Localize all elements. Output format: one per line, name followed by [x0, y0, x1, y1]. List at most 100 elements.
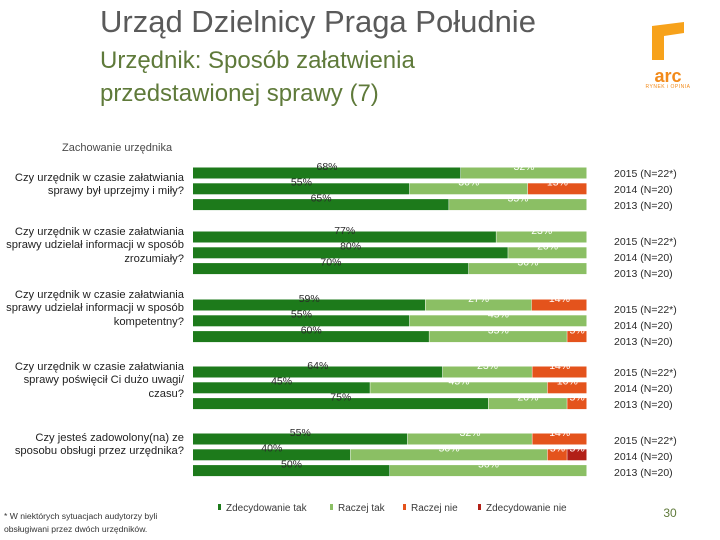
logo-wordmark: arc [654, 66, 681, 86]
data-label: 45% [271, 376, 292, 388]
segment-raczej-tak [488, 398, 567, 410]
segment-raczej-nie [567, 331, 587, 343]
page-subtitle: Urzędnik: Sposób załatwienia przedstawio… [100, 47, 415, 107]
segment-raczej-tak [407, 433, 532, 445]
data-label: 32% [513, 161, 534, 173]
data-label: 23% [477, 360, 498, 372]
segment-zdecydowanie-tak [193, 465, 390, 477]
data-label: 20% [537, 241, 558, 253]
segment-zdecydowanie-tak [193, 183, 410, 195]
year-labels-group: 2015 (N=22*) 2014 (N=20) 2013 (N=20) [614, 366, 714, 413]
arc-logo: arc [652, 22, 684, 86]
year-label: 2014 (N=20) [614, 319, 673, 332]
footnote: * W niektórych sytuacjach audytorzy byli… [4, 511, 158, 534]
segment-zdecydowanie-tak [193, 398, 488, 410]
legend-label: Raczej tak [338, 503, 385, 514]
legend-label: Zdecydowanie tak [226, 503, 307, 514]
segment-zdecydowanie-tak [193, 315, 410, 327]
segment-raczej-nie [567, 398, 587, 410]
segment-raczej-tak [460, 167, 587, 179]
year-label: 2015 (N=22*) [614, 367, 677, 379]
segment-raczej-tak [468, 263, 587, 275]
year-label: 2015 (N=22*) [614, 304, 677, 316]
data-label: 45% [448, 376, 469, 388]
segment-raczej-tak [425, 299, 532, 311]
legend-swatch-icon [330, 504, 333, 510]
segment-zdecydowanie-tak [193, 167, 461, 179]
question-label: Czy jesteś zadowolony(na) ze sposobu obs… [14, 432, 184, 458]
segment-zdecydowanie-tak [193, 231, 496, 243]
year-labels-group: 2015 (N=22*) 2014 (N=20) 2013 (N=20) [614, 167, 714, 214]
year-labels-group: 2015 (N=22*) 2014 (N=20) 2013 (N=20) [614, 434, 714, 481]
legend-swatch-icon [403, 504, 406, 510]
data-label: 50% [439, 443, 460, 455]
year-labels-group: 2015 (N=22*) 2014 (N=20) 2013 (N=20) [614, 235, 714, 282]
year-label: 2013 (N=20) [614, 335, 673, 348]
legend-label: Zdecydowanie nie [486, 503, 567, 514]
data-label: 5% [570, 391, 585, 403]
segment-zdecydowanie-tak [193, 263, 469, 275]
segment-raczej-tak [442, 366, 532, 378]
segment-raczej-nie [532, 366, 587, 378]
data-label: 14% [549, 360, 570, 372]
data-label: 55% [291, 309, 312, 321]
data-label: 68% [316, 161, 337, 173]
segment-zdecydowanie-tak [193, 433, 408, 445]
legend-item: Zdecydowanie tak [218, 503, 307, 514]
data-label: 80% [340, 241, 361, 253]
year-label: 2014 (N=20) [614, 382, 673, 395]
data-label: 30% [458, 177, 479, 189]
data-label: 27% [468, 293, 489, 305]
page-title: Urząd Dzielnicy Praga Południe [100, 4, 536, 39]
data-label: 15% [547, 177, 568, 189]
data-label: 20% [517, 391, 538, 403]
data-label: 50% [478, 458, 499, 470]
year-labels-group: 2015 (N=22*) 2014 (N=20) 2013 (N=20) [614, 303, 714, 350]
data-label: 35% [507, 192, 528, 204]
segment-raczej-nie [547, 382, 587, 394]
data-label: 23% [531, 225, 552, 237]
segment-raczej-tak [429, 331, 567, 343]
question-label: Czy urzędnik w czasie załatwiania sprawy… [6, 226, 184, 265]
data-label: 30% [517, 256, 538, 268]
data-label: 5% [570, 443, 585, 455]
logo-tagline: RYNEK i OPINIA [645, 84, 691, 90]
segment-raczej-nie [547, 449, 567, 461]
segment-zdecydowanie-tak [193, 247, 508, 259]
year-label: 2014 (N=20) [614, 450, 673, 463]
question-label: Czy urzędnik w czasie załatwiania sprawy… [6, 289, 184, 328]
chart-title: Zachowanie urzędnika [62, 142, 173, 154]
legend-item: Zdecydowanie nie [478, 503, 567, 514]
data-label: 14% [549, 427, 570, 439]
legend-label: Raczej nie [411, 503, 458, 514]
data-label: 70% [320, 256, 341, 268]
data-label: 55% [290, 427, 311, 439]
legend-item: Raczej nie [403, 503, 458, 514]
year-label: 2015 (N=22*) [614, 168, 677, 180]
segment-raczej-tak [409, 183, 528, 195]
segment-raczej-tak [370, 382, 548, 394]
segment-zdecydowanie-tak [193, 382, 370, 394]
legend-item: Raczej tak [330, 503, 385, 514]
segment-raczej-tak [496, 231, 587, 243]
legend-swatch-icon [218, 504, 221, 510]
segment-raczej-tak [409, 315, 587, 327]
segment-zdecydowanie-tak [193, 366, 443, 378]
segment-raczej-nie [527, 183, 587, 195]
data-label: 65% [311, 192, 332, 204]
data-label: 77% [334, 225, 355, 237]
data-label: 64% [307, 360, 328, 372]
year-label: 2015 (N=22*) [614, 236, 677, 248]
segment-raczej-nie [532, 433, 587, 445]
segment-zdecydowanie-nie [567, 449, 587, 461]
data-label: 35% [488, 324, 509, 336]
year-label: 2014 (N=20) [614, 183, 673, 196]
segment-raczej-tak [508, 247, 587, 259]
legend: Zdecydowanie tak Raczej tak Raczej nie Z… [218, 503, 598, 519]
year-label: 2013 (N=20) [614, 267, 673, 280]
legend-swatch-icon [478, 504, 481, 510]
data-label: 5% [570, 324, 585, 336]
segment-zdecydowanie-tak [193, 449, 351, 461]
year-label: 2013 (N=20) [614, 466, 673, 479]
